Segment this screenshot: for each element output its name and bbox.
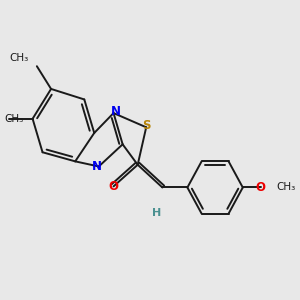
Text: CH₃: CH₃ <box>4 114 23 124</box>
Text: N: N <box>92 160 102 173</box>
Text: CH₃: CH₃ <box>277 182 296 193</box>
Text: O: O <box>109 180 118 193</box>
Text: H: H <box>152 208 161 218</box>
Text: CH₃: CH₃ <box>9 53 28 63</box>
Text: N: N <box>111 105 121 118</box>
Text: S: S <box>142 119 151 132</box>
Text: O: O <box>256 181 266 194</box>
